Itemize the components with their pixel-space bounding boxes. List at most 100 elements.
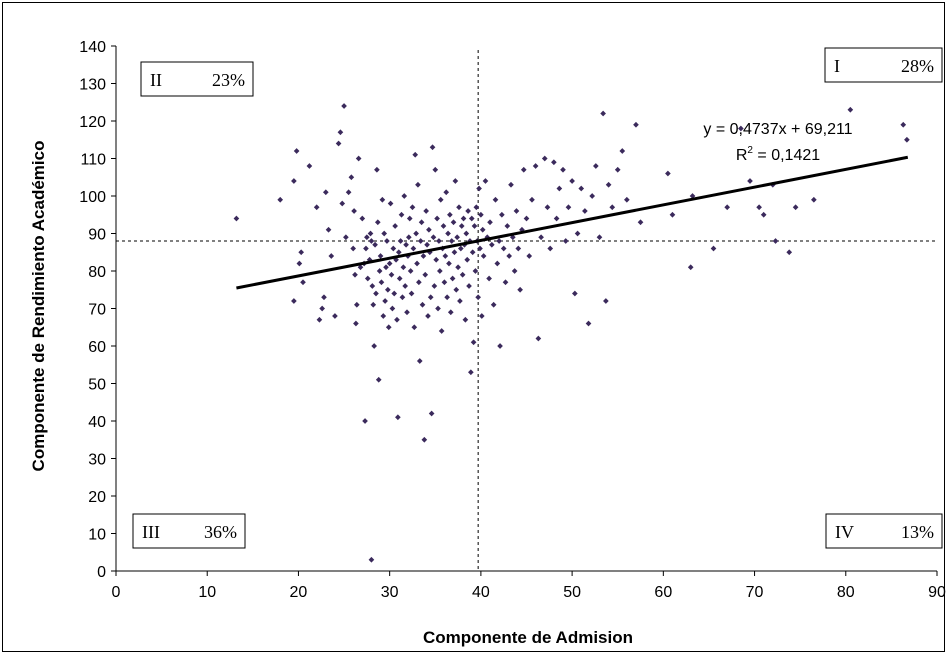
data-point: [385, 286, 391, 293]
data-point: [395, 249, 402, 256]
data-point: [386, 260, 393, 267]
data-point: [529, 196, 535, 203]
data-point: [371, 343, 377, 349]
data-point: [377, 253, 384, 259]
data-point: [412, 151, 419, 158]
data-point: [465, 208, 471, 214]
data-point: [442, 253, 449, 259]
data-point: [352, 271, 358, 278]
data-point: [463, 230, 470, 237]
data-point: [457, 298, 463, 304]
data-point: [637, 219, 644, 226]
data-point: [847, 106, 854, 113]
data-point: [582, 208, 588, 214]
data-point: [418, 219, 425, 226]
y-tick-label: 80: [88, 264, 106, 281]
data-point: [490, 301, 497, 308]
data-point: [535, 335, 542, 342]
data-point: [364, 234, 370, 241]
data-point: [374, 219, 381, 226]
data-point: [447, 309, 454, 316]
quadrant-percent: 36%: [204, 522, 237, 542]
data-point: [462, 316, 469, 323]
data-point: [367, 230, 374, 237]
y-tick-label: 140: [79, 39, 106, 56]
data-point: [511, 268, 518, 274]
data-point: [437, 196, 444, 203]
x-tick-label: 70: [746, 584, 764, 601]
data-point: [423, 208, 429, 214]
data-point: [665, 170, 671, 177]
data-point: [430, 234, 437, 241]
quadrant-label-ii: II 23%: [140, 61, 254, 97]
tick-labels: 0 10 20 30 40 50 60 70 80 90 100 110 120 130 140 0 10 20 3…: [79, 39, 946, 601]
data-point: [494, 260, 501, 267]
data-point: [395, 414, 401, 421]
data-point: [464, 256, 471, 263]
data-point: [589, 193, 596, 199]
data-point: [359, 215, 366, 222]
data-point: [321, 294, 327, 301]
data-point: [428, 410, 435, 417]
data-point: [296, 260, 303, 267]
data-point: [355, 155, 362, 162]
data-point: [452, 178, 459, 184]
data-point: [609, 204, 616, 211]
data-point: [470, 339, 477, 346]
data-point: [600, 110, 606, 117]
data-point: [449, 275, 456, 282]
data-point: [397, 238, 404, 244]
data-point: [436, 238, 442, 244]
quadrant-box: [140, 61, 254, 97]
data-point: [453, 286, 460, 293]
data-point: [384, 238, 390, 244]
data-point: [508, 181, 514, 188]
data-point: [487, 219, 493, 226]
data-point: [435, 305, 441, 312]
data-point: [572, 290, 578, 297]
data-point: [306, 163, 313, 169]
data-point: [322, 189, 329, 196]
data-point: [343, 234, 349, 241]
data-point: [578, 185, 585, 192]
data-point: [486, 275, 492, 282]
data-point: [526, 253, 533, 259]
quadrant-percent: 23%: [212, 70, 245, 90]
data-point: [441, 279, 448, 286]
data-point: [401, 193, 408, 199]
data-point: [541, 155, 548, 162]
data-point: [772, 238, 779, 244]
data-point: [444, 294, 450, 301]
data-point: [277, 196, 284, 203]
x-tick-label: 80: [837, 584, 855, 601]
data-point: [569, 178, 575, 184]
data-point: [468, 369, 474, 376]
data-point: [633, 121, 639, 128]
data-point: [372, 241, 378, 248]
data-point: [394, 316, 400, 323]
x-tick-label: 10: [198, 584, 216, 601]
data-point: [316, 316, 323, 323]
x-tick-label: 50: [563, 584, 581, 601]
data-point: [562, 238, 569, 244]
data-point: [565, 204, 572, 211]
y-tick-label: 30: [88, 452, 106, 469]
y-tick-label: 0: [97, 564, 106, 581]
data-point: [792, 204, 799, 211]
y-tick-label: 100: [79, 189, 106, 206]
trendline-group: [236, 155, 909, 290]
data-point: [293, 148, 300, 154]
data-point: [298, 249, 305, 256]
data-point: [760, 211, 767, 218]
data-point: [455, 264, 461, 271]
quadrant-percent: 13%: [901, 522, 934, 542]
data-point: [392, 223, 398, 229]
quadrant-labels: II 23% I 28% III 36% IV 13%: [132, 47, 943, 549]
data-point: [406, 215, 413, 222]
data-point: [403, 241, 409, 248]
data-point: [553, 215, 560, 222]
data-point: [619, 148, 626, 154]
data-point: [404, 309, 410, 316]
data-point: [353, 320, 359, 327]
x-tick-label: 60: [654, 584, 672, 601]
